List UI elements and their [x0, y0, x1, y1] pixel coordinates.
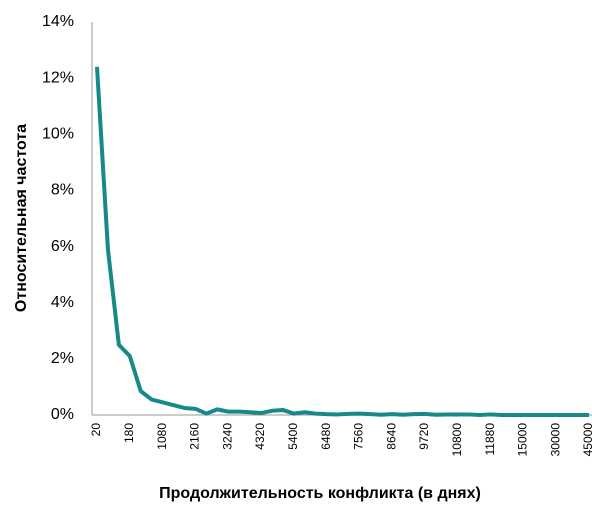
x-tick-label: 3240 — [220, 423, 234, 450]
x-tick-label: 5400 — [286, 423, 300, 450]
y-tick-label: 6% — [51, 238, 74, 255]
y-tick-label: 10% — [42, 126, 74, 143]
y-tick-label: 4% — [51, 294, 74, 311]
x-axis-title: Продолжительность конфликта (в днях) — [159, 485, 481, 502]
line — [95, 66, 589, 417]
x-tick-label: 9720 — [417, 423, 431, 450]
y-tick-label: 12% — [42, 69, 74, 86]
x-tick-label: 15000 — [516, 423, 530, 457]
y-tick-label: 2% — [51, 350, 74, 367]
x-tick-label: 6480 — [319, 423, 333, 450]
x-tick-label: 20 — [89, 423, 103, 437]
x-tick-label: 30000 — [548, 423, 562, 457]
x-tick-label: 11880 — [483, 423, 497, 456]
y-tick-label: 0% — [51, 406, 74, 423]
x-tick-label: 1080 — [155, 423, 169, 450]
y-tick-label: 8% — [51, 182, 74, 199]
x-tick-label: 8640 — [384, 423, 398, 450]
x-tick-label: 10800 — [450, 423, 464, 457]
y-tick-label: 14% — [42, 13, 74, 30]
x-tick-label: 7560 — [352, 423, 366, 450]
x-tick-label: 45000 — [581, 423, 592, 457]
x-tick-label: 180 — [122, 423, 136, 443]
y-axis-title: Относительная частота — [13, 124, 30, 312]
x-tick-label: 2160 — [188, 423, 202, 450]
x-tick-label: 4320 — [253, 423, 267, 450]
